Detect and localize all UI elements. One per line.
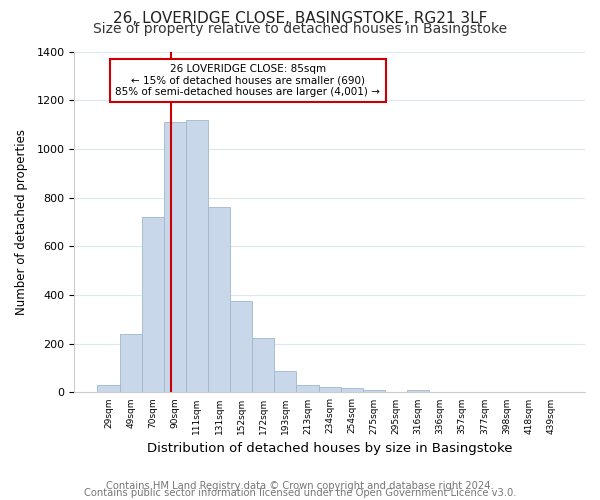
X-axis label: Distribution of detached houses by size in Basingstoke: Distribution of detached houses by size … <box>147 442 512 455</box>
Bar <box>341 388 363 392</box>
Bar <box>97 385 119 392</box>
Bar <box>407 390 429 392</box>
Bar <box>142 217 164 392</box>
Text: Size of property relative to detached houses in Basingstoke: Size of property relative to detached ho… <box>93 22 507 36</box>
Bar <box>296 385 319 392</box>
Bar <box>252 338 274 392</box>
Y-axis label: Number of detached properties: Number of detached properties <box>15 129 28 315</box>
Bar <box>208 208 230 392</box>
Bar <box>363 390 385 392</box>
Text: Contains HM Land Registry data © Crown copyright and database right 2024.: Contains HM Land Registry data © Crown c… <box>106 481 494 491</box>
Text: 26, LOVERIDGE CLOSE, BASINGSTOKE, RG21 3LF: 26, LOVERIDGE CLOSE, BASINGSTOKE, RG21 3… <box>113 11 487 26</box>
Bar <box>274 370 296 392</box>
Bar <box>164 122 186 392</box>
Bar <box>319 387 341 392</box>
Text: Contains public sector information licensed under the Open Government Licence v3: Contains public sector information licen… <box>84 488 516 498</box>
Text: 26 LOVERIDGE CLOSE: 85sqm
← 15% of detached houses are smaller (690)
85% of semi: 26 LOVERIDGE CLOSE: 85sqm ← 15% of detac… <box>115 64 380 97</box>
Bar <box>230 301 252 392</box>
Bar <box>119 334 142 392</box>
Bar <box>186 120 208 392</box>
